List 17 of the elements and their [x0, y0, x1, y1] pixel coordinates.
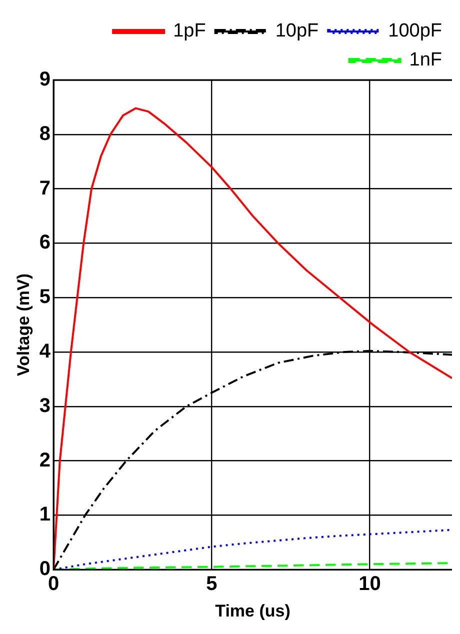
- y-tick-label: 5: [39, 286, 51, 308]
- x-axis-title: Time (us): [215, 601, 290, 620]
- legend-label: 10pF: [275, 20, 319, 42]
- y-tick-label: 9: [39, 68, 51, 91]
- y-tick-label: 2: [39, 449, 51, 472]
- x-tick-label: 5: [206, 573, 218, 596]
- x-tick-label: 10: [358, 573, 381, 596]
- y-tick-label: 4: [39, 340, 52, 363]
- y-tick-label: 1: [39, 504, 51, 526]
- legend-label: 100pF: [388, 20, 442, 42]
- y-axis-title: Voltage (mV): [14, 273, 33, 376]
- y-tick-label: 6: [39, 232, 51, 254]
- y-tick-label: 3: [39, 394, 51, 417]
- legend-label: 1nF: [409, 50, 442, 71]
- y-tick-label: 7: [39, 177, 51, 200]
- y-tick-label: 8: [39, 122, 51, 145]
- legend-label: 1pF: [173, 20, 206, 42]
